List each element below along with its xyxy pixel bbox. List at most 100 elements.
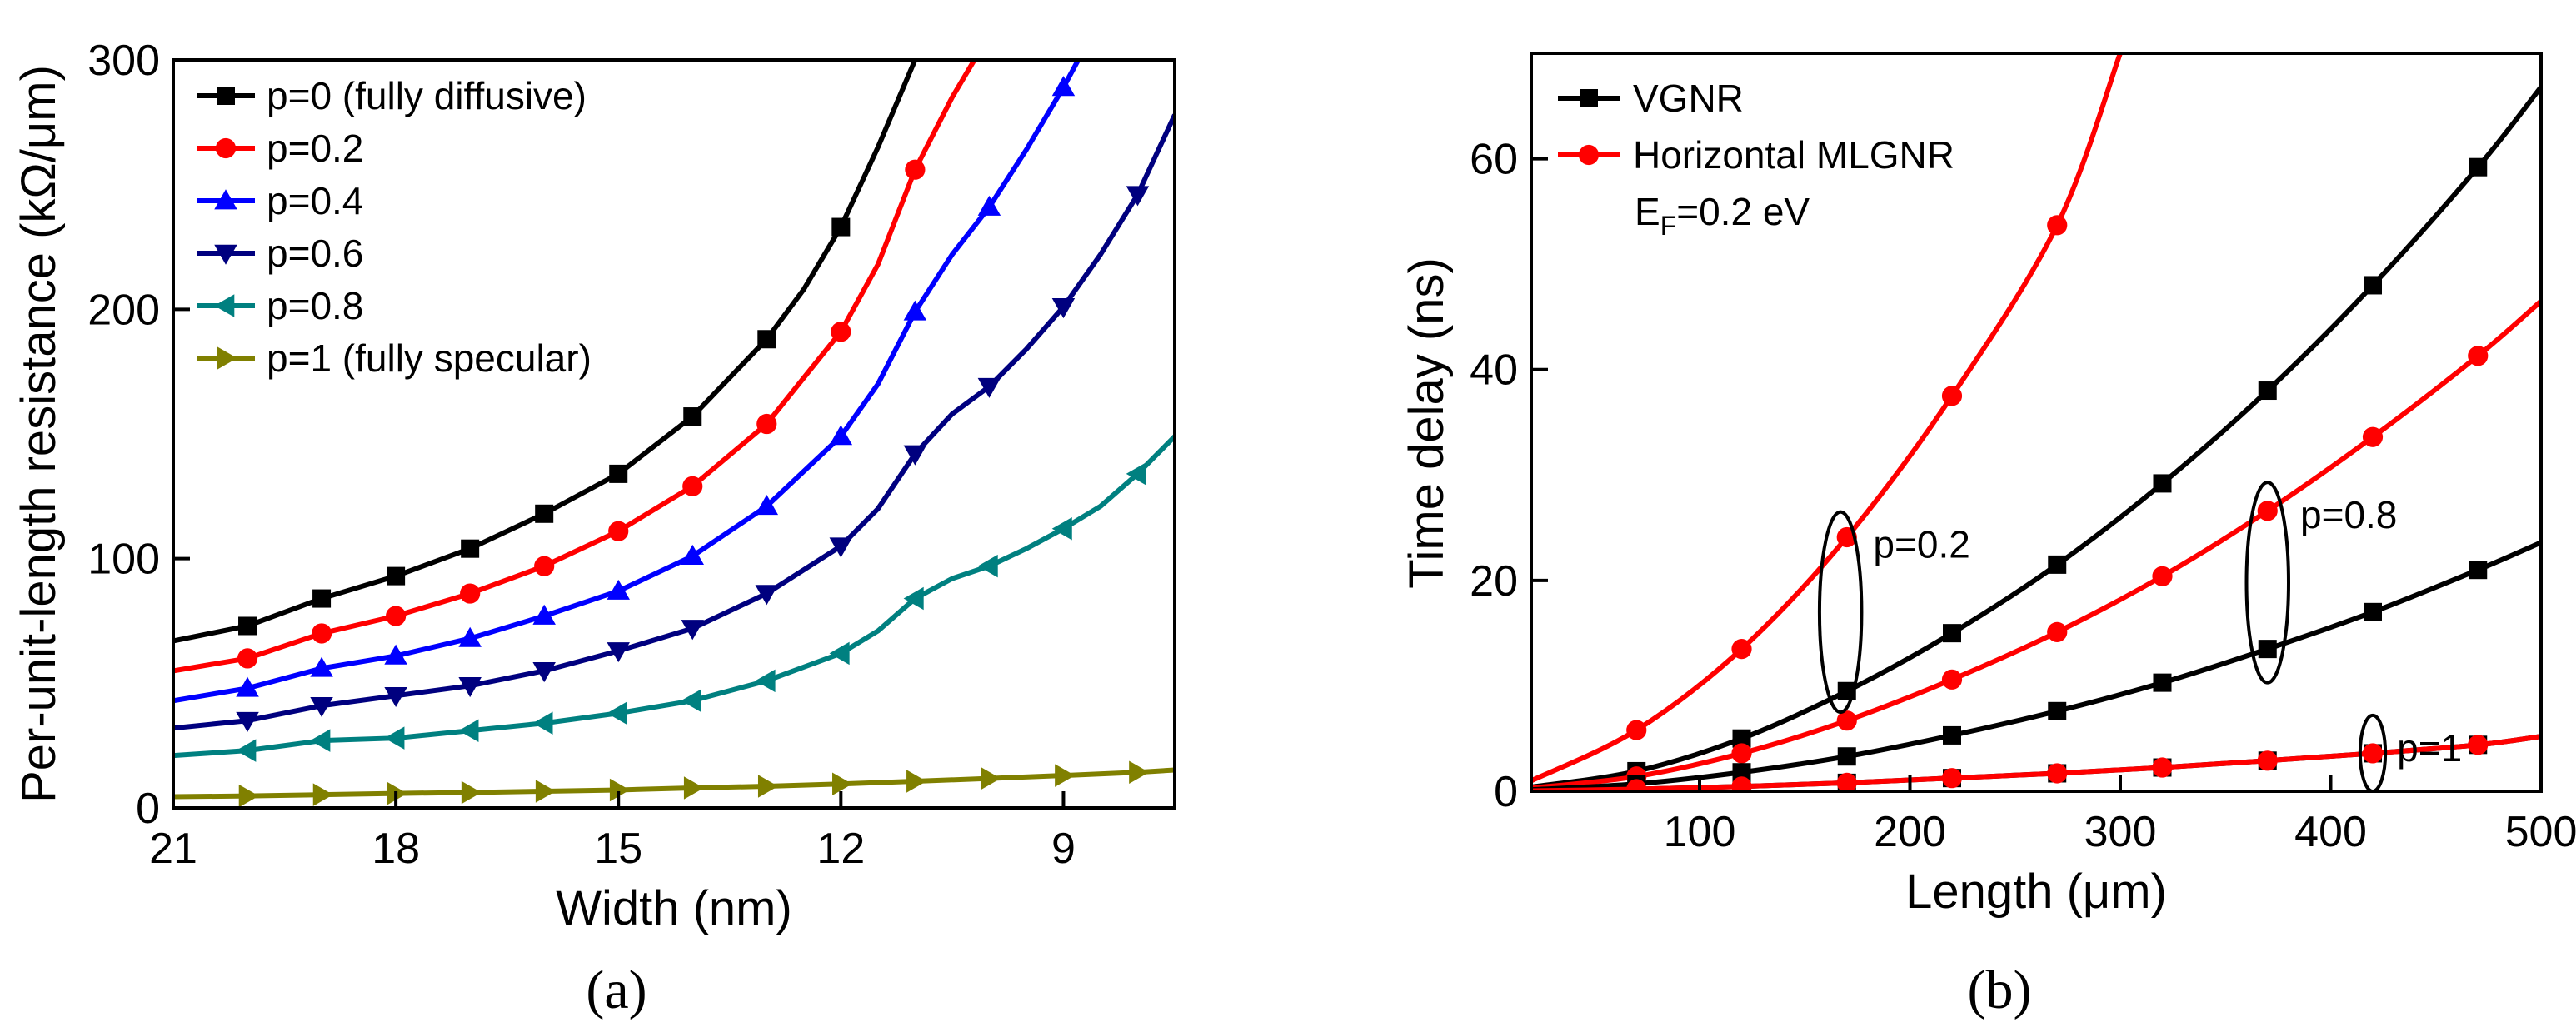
legend-label-p-0-fully-diffusive: p=0 (fully diffusive)	[267, 74, 587, 117]
data-point-p-0-fully-diffusive-4	[535, 504, 554, 523]
data-point-p-0-2-5	[2153, 474, 2172, 493]
x-tick-label: 18	[372, 825, 420, 873]
data-point-p-0-8-9	[903, 586, 924, 611]
y-tick-label: 60	[1470, 136, 1518, 184]
x-tick-label: 15	[594, 825, 642, 873]
data-point-p-0-8-2	[384, 726, 405, 750]
data-point-p-0-8-8	[829, 641, 850, 666]
data-point-p-0-4-9	[903, 300, 927, 321]
data-point-p-0-4-3	[458, 626, 482, 647]
panel-a-frame	[172, 58, 1176, 810]
clipped-series-group	[1531, 53, 2541, 791]
legend-note-prefix: E	[1635, 190, 1660, 233]
data-point-p-0-6-1	[310, 696, 333, 718]
x-tick-label: 12	[816, 825, 865, 873]
x-tick-label: 300	[2084, 808, 2157, 856]
data-point-p-1-1	[1731, 776, 1752, 791]
data-point-p-0-8-2	[1837, 747, 1856, 766]
data-point-p-0-8-1	[310, 729, 331, 752]
data-point-p-0-8-10	[977, 554, 998, 578]
data-point-p-0-8-6	[2258, 640, 2277, 659]
data-point-p-1-fully-specular-0	[238, 784, 259, 808]
data-point-p-0-2-4	[2048, 555, 2067, 574]
y-tick-label: 100	[87, 536, 160, 584]
data-point-p-1-fully-specular-1	[312, 783, 333, 806]
legend-note-subscript: F	[1660, 211, 1677, 241]
data-point-p-0-8-7	[2364, 602, 2382, 621]
panel-a-chart: 21 18 15 12 9 0 100 200 300 p=0 (fully diffusive…	[12, 37, 1176, 1020]
data-point-p-0-2-1	[1731, 639, 1752, 660]
panel-b-legend: VGNR Horizontal MLGNR EF=0.2 eV	[1558, 77, 1954, 241]
x-tick-label: 100	[1664, 808, 1736, 856]
data-point-p-0-fully-diffusive-8	[831, 217, 851, 237]
data-point-p-0-fully-diffusive-3	[461, 539, 480, 558]
legend-marker-horizontal-mlgnr	[1578, 144, 1600, 166]
annotation-label-p-1: p=1	[2397, 726, 2462, 770]
data-point-p-0-8-8	[2468, 346, 2489, 366]
annotation-label-p-0-8: p=0.8	[2300, 493, 2397, 536]
data-point-p-0-8-8	[2469, 561, 2488, 580]
data-point-p-0-6-3	[458, 677, 482, 698]
legend-marker-p-0-2	[215, 137, 237, 159]
data-point-p-0-8-7	[755, 669, 776, 693]
data-point-p-0-8-7	[2362, 426, 2384, 447]
data-point-p-1-fully-specular-4	[535, 780, 556, 803]
legend-label-p-0-6: p=0.6	[267, 232, 363, 275]
x-tick-label: 400	[2294, 808, 2367, 856]
panel-b-annotations: p=0.2 p=0.8 p=1	[1817, 481, 2462, 793]
data-point-p-0-4-7	[755, 495, 779, 516]
data-point-p-0-6-2	[384, 686, 407, 708]
data-point-p-0-fully-diffusive-1	[312, 589, 332, 608]
data-point-p-0-fully-diffusive-2	[387, 566, 406, 586]
data-point-p-0-8-4	[2047, 621, 2068, 642]
data-point-p-0-8-5	[2153, 673, 2172, 692]
panel-b-label: (b)	[1968, 960, 2032, 1020]
data-point-p-1-fully-specular-5	[609, 778, 630, 802]
legend-label-vgnr: VGNR	[1633, 77, 1744, 120]
data-point-p-0-8-12	[1126, 462, 1146, 486]
data-point-p-1-fully-specular-9	[906, 770, 927, 793]
data-point-p-0-8-1	[1731, 743, 1752, 764]
series-line-p-1	[1531, 734, 2541, 791]
panel-b-plot-area	[1531, 53, 2541, 791]
data-point-p-0-8-6	[2257, 501, 2278, 521]
data-point-p-0-8-3	[458, 719, 479, 742]
data-point-p-0-6-12	[1126, 186, 1150, 207]
data-point-p-0-8-5	[2152, 566, 2173, 586]
data-point-p-0-6-5	[607, 642, 630, 663]
data-point-p-0-2-4	[2047, 215, 2068, 236]
legend-marker-p-0-6	[214, 244, 237, 265]
data-point-p-0-2-7	[2364, 276, 2382, 295]
data-point-p-0-4-10	[977, 195, 1001, 216]
annotation-label-p-0-2: p=0.2	[1873, 523, 1969, 566]
data-point-p-1-fully-specular-10	[981, 766, 1001, 790]
data-point-p-0-8-0	[236, 739, 257, 762]
legend-note-suffix: =0.2 eV	[1676, 190, 1810, 233]
legend-label-p-0-4: p=0.4	[267, 179, 363, 222]
legend-marker-p-0-fully-diffusive	[217, 87, 235, 105]
legend-label-p-0-8: p=0.8	[267, 284, 363, 327]
data-point-p-0-6-7	[755, 585, 779, 606]
data-point-p-0-2-3	[460, 583, 481, 604]
data-point-p-0-4-2	[384, 644, 407, 665]
y-tick-label: 0	[1494, 768, 1518, 816]
panel-b-axes: 100 200 300 400 500 0 20 40 60	[1470, 136, 2576, 856]
data-point-p-0-2-7	[756, 413, 777, 435]
data-point-p-1-8	[2468, 735, 2489, 755]
series-line-p-0-2	[173, 60, 977, 674]
data-point-p-0-8-2	[1836, 710, 1857, 731]
x-tick-label: 500	[2505, 808, 2576, 856]
data-point-p-1-0	[1626, 779, 1647, 791]
legend-marker-p-1-fully-specular	[217, 346, 237, 370]
data-point-p-0-6-8	[829, 537, 853, 558]
data-point-p-0-8-4	[2048, 701, 2067, 720]
data-point-p-0-2-9	[905, 159, 926, 180]
data-point-p-0-2-3	[1941, 386, 1963, 406]
data-point-p-0-6-4	[532, 662, 556, 683]
data-point-p-1-fully-specular-11	[1055, 764, 1076, 787]
data-point-p-0-2-2	[386, 606, 407, 626]
data-point-p-0-2-8	[831, 322, 851, 342]
data-point-p-0-fully-diffusive-7	[757, 330, 776, 349]
legend-marker-p-0-8	[214, 294, 235, 317]
